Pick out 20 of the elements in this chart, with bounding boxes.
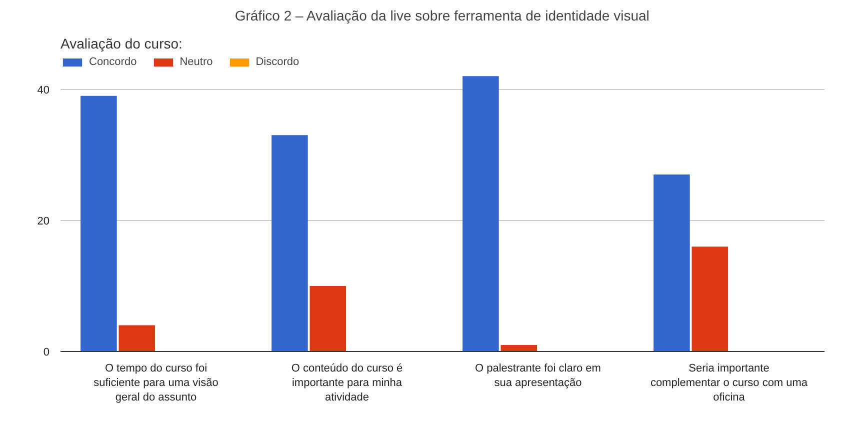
x-tick-label: Seria importante complementar o curso com uma oficina (650, 362, 808, 404)
legend-label: Concordo (89, 56, 137, 68)
bar (654, 174, 690, 352)
bar (692, 246, 728, 352)
chart-subtitle: Avaliação do curso: (60, 36, 182, 52)
y-tick-label: 0 (43, 346, 50, 358)
legend-label: Neutro (180, 56, 213, 68)
bar (80, 96, 117, 352)
x-tick-label: O tempo do curso foi suficiente para uma visão geral do assunto (94, 362, 218, 404)
bar (272, 135, 308, 352)
bar (118, 325, 156, 352)
x-tick-label: O conteúdo do curso é importante para minha atividade (291, 362, 403, 404)
y-tick-label: 40 (37, 84, 50, 96)
bar (500, 344, 538, 352)
bar (462, 76, 499, 352)
chart-title: Gráfico 2 – Avaliação da live sobre ferramenta de identidade visual (234, 8, 650, 24)
bar (310, 286, 346, 352)
legend-label: Discordo (256, 56, 300, 68)
y-tick-label: 20 (37, 215, 50, 228)
x-tick-label: O palestrante foi claro em sua apresentação (475, 362, 601, 389)
